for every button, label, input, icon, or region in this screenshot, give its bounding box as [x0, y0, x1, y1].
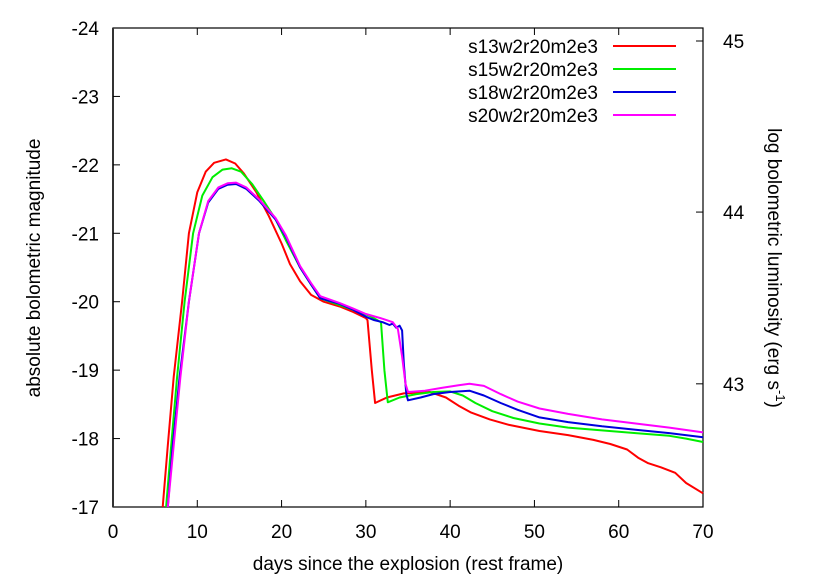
- series-line-s13w2r20m2e3: [161, 158, 704, 508]
- y2-tick-label: 43: [723, 375, 744, 396]
- series-layer: [161, 158, 704, 508]
- x-axis-ticks: 0 10 20 30 40 50 60 70: [108, 28, 714, 543]
- x-tick-label: 30: [355, 522, 376, 543]
- legend-label-s15w2r20m2e3: s15w2r20m2e3: [468, 60, 598, 81]
- y-tick-label: -22: [72, 156, 99, 177]
- y2-tick-label: 44: [723, 203, 745, 224]
- y2-axis-ticks: 45 44 43: [696, 32, 745, 396]
- y2-axis-label-superscript: -1: [773, 390, 788, 402]
- series-line-s15w2r20m2e3: [165, 167, 704, 508]
- y-axis-label: absolute bolometric magnitude: [24, 139, 45, 398]
- x-axis-label: days since the explosion (rest frame): [253, 554, 563, 575]
- y-tick-label: -23: [72, 87, 99, 108]
- x-tick-label: 70: [692, 522, 713, 543]
- x-tick-label: 60: [608, 522, 629, 543]
- legend: s13w2r20m2e3s15w2r20m2e3s18w2r20m2e3s20w…: [468, 37, 676, 127]
- plot-border: [112, 27, 704, 508]
- y-tick-label: -18: [72, 430, 99, 451]
- y2-tick-label: 45: [723, 32, 744, 53]
- legend-label-s20w2r20m2e3: s20w2r20m2e3: [468, 106, 598, 127]
- legend-label-s13w2r20m2e3: s13w2r20m2e3: [468, 37, 598, 58]
- x-tick-label: 10: [187, 522, 208, 543]
- y2-axis-label: log bolometric luminosity (erg s-1): [763, 128, 788, 408]
- x-tick-label: 50: [524, 522, 545, 543]
- plot-frame: [112, 27, 704, 508]
- x-tick-label: 40: [440, 522, 461, 543]
- y-tick-label: -20: [72, 293, 99, 314]
- y-tick-label: -17: [72, 498, 99, 519]
- y-tick-label: -19: [72, 361, 99, 382]
- x-tick-label: 20: [271, 522, 292, 543]
- y-axis-ticks: -24 -23 -22 -21 -20 -19 -18 -17: [72, 19, 120, 519]
- y-tick-label: -21: [72, 224, 99, 245]
- series-line-s18w2r20m2e3: [166, 183, 704, 508]
- legend-label-s18w2r20m2e3: s18w2r20m2e3: [468, 83, 598, 104]
- x-tick-label: 0: [108, 522, 119, 543]
- y-tick-label: -24: [72, 19, 100, 40]
- y2-axis-label-main: log bolometric luminosity (erg s: [763, 128, 784, 390]
- series-line-s20w2r20m2e3: [166, 181, 704, 508]
- y2-axis-label-end: ): [763, 402, 784, 408]
